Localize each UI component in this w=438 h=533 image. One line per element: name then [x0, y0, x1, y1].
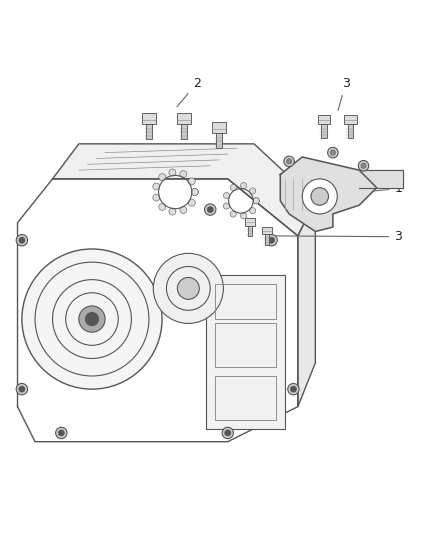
- Circle shape: [153, 253, 223, 324]
- Polygon shape: [298, 201, 315, 407]
- Circle shape: [19, 386, 25, 392]
- Circle shape: [188, 199, 195, 206]
- Bar: [348, 124, 353, 138]
- Circle shape: [302, 179, 337, 214]
- Circle shape: [16, 235, 28, 246]
- Bar: [215, 284, 276, 319]
- Bar: [142, 113, 156, 124]
- Circle shape: [240, 183, 247, 189]
- Bar: [247, 225, 252, 236]
- Circle shape: [169, 169, 176, 176]
- Circle shape: [153, 183, 160, 190]
- Circle shape: [19, 237, 25, 243]
- Circle shape: [268, 237, 275, 243]
- Circle shape: [180, 206, 187, 214]
- Circle shape: [223, 203, 230, 209]
- Circle shape: [290, 386, 297, 392]
- Circle shape: [286, 159, 292, 164]
- Circle shape: [330, 150, 336, 155]
- Circle shape: [250, 188, 256, 194]
- Circle shape: [169, 208, 176, 215]
- Polygon shape: [359, 170, 403, 188]
- Bar: [215, 376, 276, 420]
- Bar: [215, 324, 276, 367]
- Circle shape: [159, 174, 166, 181]
- Circle shape: [311, 188, 328, 205]
- Circle shape: [205, 204, 216, 215]
- Circle shape: [358, 160, 369, 171]
- Bar: [318, 115, 330, 124]
- Circle shape: [22, 249, 162, 389]
- Bar: [321, 124, 327, 138]
- Bar: [177, 113, 191, 124]
- Circle shape: [328, 147, 338, 158]
- Circle shape: [222, 427, 233, 439]
- Circle shape: [191, 189, 198, 196]
- Circle shape: [230, 211, 237, 217]
- Bar: [181, 124, 187, 140]
- Circle shape: [266, 235, 277, 246]
- Circle shape: [159, 204, 166, 211]
- Circle shape: [188, 178, 195, 185]
- Text: 1: 1: [366, 182, 402, 195]
- Circle shape: [85, 312, 99, 326]
- Circle shape: [180, 171, 187, 177]
- Circle shape: [16, 383, 28, 395]
- Circle shape: [288, 383, 299, 395]
- Circle shape: [361, 163, 366, 168]
- Circle shape: [153, 194, 160, 201]
- Bar: [344, 115, 357, 124]
- Circle shape: [253, 198, 259, 204]
- Circle shape: [253, 198, 259, 204]
- Polygon shape: [53, 144, 315, 236]
- Circle shape: [58, 430, 64, 436]
- Polygon shape: [280, 157, 377, 231]
- Bar: [206, 275, 285, 429]
- Bar: [146, 124, 152, 140]
- Circle shape: [207, 206, 213, 213]
- Polygon shape: [18, 179, 298, 442]
- Bar: [216, 133, 222, 148]
- Circle shape: [225, 430, 231, 436]
- Bar: [212, 122, 226, 133]
- Circle shape: [240, 213, 247, 219]
- Text: 3: 3: [338, 77, 350, 110]
- Circle shape: [250, 207, 256, 214]
- Circle shape: [177, 278, 199, 300]
- Circle shape: [230, 184, 237, 191]
- Circle shape: [56, 427, 67, 439]
- Bar: [245, 218, 254, 225]
- Circle shape: [284, 156, 294, 167]
- Bar: [262, 227, 272, 235]
- Circle shape: [79, 306, 105, 332]
- Text: 3: 3: [270, 230, 402, 243]
- Bar: [265, 235, 269, 245]
- Text: 2: 2: [177, 77, 201, 107]
- Circle shape: [223, 192, 230, 199]
- Circle shape: [191, 189, 198, 196]
